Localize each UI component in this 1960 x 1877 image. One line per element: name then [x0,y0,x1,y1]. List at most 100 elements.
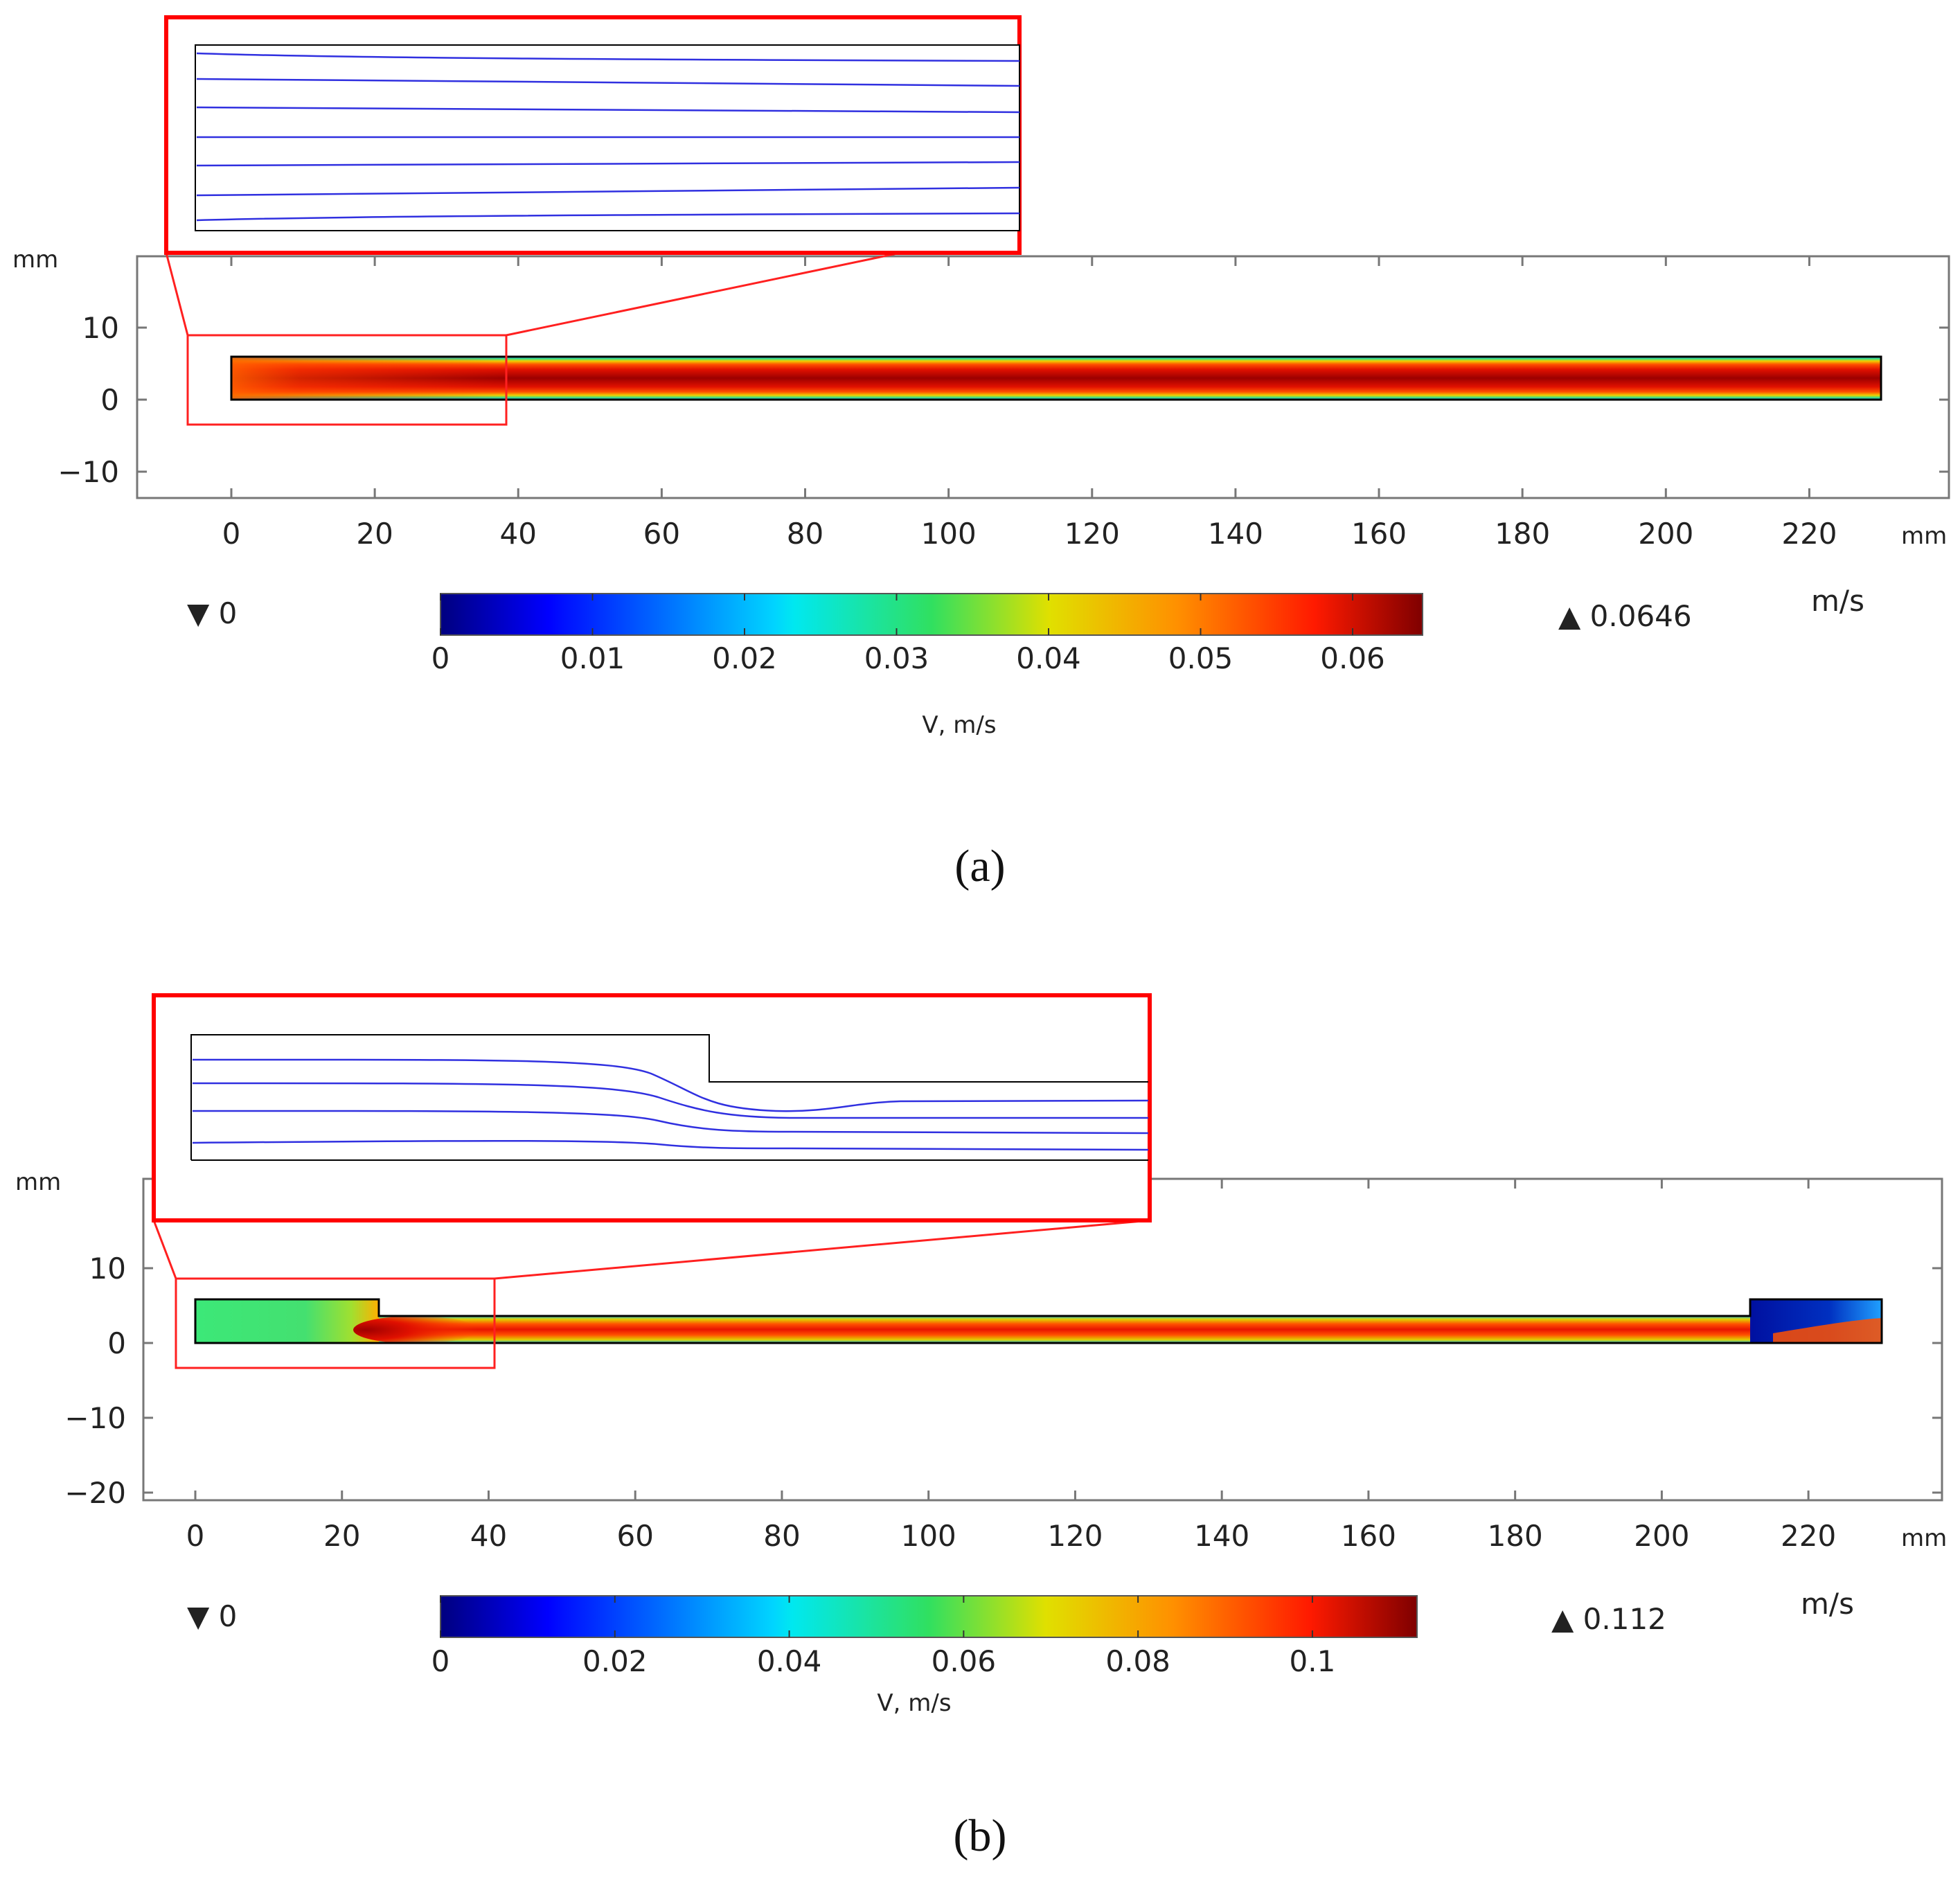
x-tick-label: 180 [1488,1519,1543,1553]
colorbar-tick-label: 0.1 [1290,1644,1336,1678]
colorbar-ticks-a: 0 0.01 0.02 0.03 0.04 0.05 0.06 [431,594,1385,675]
x-unit-label-a: mm [1901,522,1947,550]
colorbar-tick-label: 0.01 [560,641,625,675]
inlet-chamber-flow-b [195,1299,379,1343]
inset-upper-wall-b [190,1034,1148,1160]
streamline [196,161,1020,167]
velocity-field-b [194,1298,1883,1344]
x-tick-label: 80 [763,1519,800,1553]
colorbar-tick-label: 0.03 [864,641,929,675]
x-tick-label: 0 [186,1519,205,1553]
colorbar-tick-label: 0.08 [1105,1644,1170,1678]
x-unit-label-b: mm [1901,1524,1947,1552]
x-tick-label: 120 [1047,1519,1103,1553]
panel-a: 0 20 40 60 80 100 120 140 160 180 200 220 100−10 mm… [12,15,1950,891]
panel-label-a: (a) [954,841,1005,891]
x-tick-label: 160 [1341,1519,1396,1553]
x-tick-labels-b: 0 20 40 60 80 100 120 140 160 180 200 220 [186,1519,1837,1553]
streamline [192,1058,1149,1112]
y-tick-labels-b: 10 0 −10 −20 [64,1252,126,1510]
colorbar-tick-label: 0.06 [1320,641,1385,675]
colorbar-title-b: V, m/s [877,1689,951,1717]
x-tick-labels-a: 0 20 40 60 80 100 120 140 160 180 200 220 [222,517,1837,551]
x-tick-label: 160 [1351,517,1407,551]
y-tick-labels-a: 10 0 −10 [57,311,119,489]
velocity-field-a [230,355,1882,401]
jet-region-b [353,1316,478,1344]
streamline [192,1082,1148,1119]
y-tick-label: −20 [64,1476,126,1510]
colorbar-tick-label: 0.06 [932,1644,997,1678]
zoom-connector-right-a [506,251,901,337]
streamline [192,1110,1149,1135]
streamline [192,1139,1149,1151]
x-tick-label: 100 [921,517,977,551]
x-tick-label: 220 [1781,1519,1836,1553]
y-tick-label: 0 [107,1326,126,1360]
colorbar-tick-label: 0.04 [757,1644,822,1678]
plot-frame-a [136,255,1950,499]
x-tick-label: 140 [1194,1519,1249,1553]
x-tick-label: 80 [787,517,823,551]
x-tick-label: 120 [1064,517,1120,551]
streamlines-b [192,1058,1149,1151]
colorbar-max-b: ▲ 0.112 [1551,1602,1666,1636]
colorbar-tick-label: 0.04 [1016,641,1081,675]
streamline [196,106,1020,114]
inset-zoom-b [152,993,1152,1222]
colorbar-tick-label: 0 [431,1644,450,1678]
x-tick-label: 180 [1495,517,1550,551]
outlet-jet-b [1773,1318,1882,1343]
panel-b: 0 20 40 60 80 100 120 140 160 180 200 220 100−10−20… [15,993,1947,1861]
x-tick-label: 40 [500,517,537,551]
colorbar-min-b: ▼ 0 [187,1599,237,1633]
inset-frame-b [152,993,1152,1222]
colorbar-min-a: ▼ 0 [187,596,237,630]
streamline [196,212,1020,222]
y-tick-label: 0 [100,383,119,417]
colorbar-unit-b: m/s [1801,1587,1854,1621]
colorbar-title-a: V, m/s [922,711,996,739]
colorbar-gradient-a [440,593,1423,636]
x-tick-label: 100 [901,1519,956,1553]
x-tick-label: 140 [1208,517,1263,551]
channel-wall-b [194,1298,1883,1344]
channel-wall-a [230,355,1882,401]
colorbar-tick-label: 0.05 [1168,641,1233,675]
y-tick-label: −10 [57,455,119,489]
colorbar-gradient-b [440,1595,1418,1638]
x-tick-label: 220 [1781,517,1837,551]
x-tick-label: 60 [616,1519,653,1553]
zoom-connector-left-a [165,252,189,336]
y-unit-label-a: mm [12,246,58,274]
colorbar-b: 0 0.02 0.04 0.06 0.08 0.1 ▼ 0 ▲ 0.112 m/s V, … [187,1587,1854,1717]
zoom-connector-right-b [494,1219,1150,1280]
y-tick-label: 10 [89,1252,126,1286]
x-tick-label: 20 [356,517,393,551]
zoom-region-b [175,1277,496,1369]
colorbar-ticks-b: 0 0.02 0.04 0.06 0.08 0.1 [431,1596,1336,1678]
zoom-connector-left-b [152,1220,177,1279]
zoom-region-a [186,334,508,426]
colorbar-tick-label: 0.02 [712,641,777,675]
colorbar-tick-label: 0.02 [582,1644,648,1678]
y-tick-label: 10 [82,311,119,345]
x-tick-label: 40 [470,1519,507,1553]
colorbar-tick-label: 0 [431,641,450,675]
y-unit-label-b: mm [15,1168,61,1196]
colorbar-unit-a: m/s [1811,584,1864,618]
x-tick-label: 0 [222,517,241,551]
panel-label-b: (b) [954,1811,1007,1861]
entry-region-a [231,357,508,400]
streamlines-a [196,52,1020,222]
inset-zoom-a [164,15,1022,255]
y-tick-label: −10 [64,1401,126,1435]
narrow-channel-flow-b [379,1316,1750,1343]
x-tick-label: 60 [643,517,680,551]
axis-ticks-a [137,256,1949,498]
streamline [196,52,1020,62]
x-tick-label: 200 [1634,1519,1689,1553]
colorbar-max-a: ▲ 0.0646 [1558,599,1692,633]
x-tick-label: 200 [1638,517,1693,551]
x-tick-label: 20 [323,1519,360,1553]
